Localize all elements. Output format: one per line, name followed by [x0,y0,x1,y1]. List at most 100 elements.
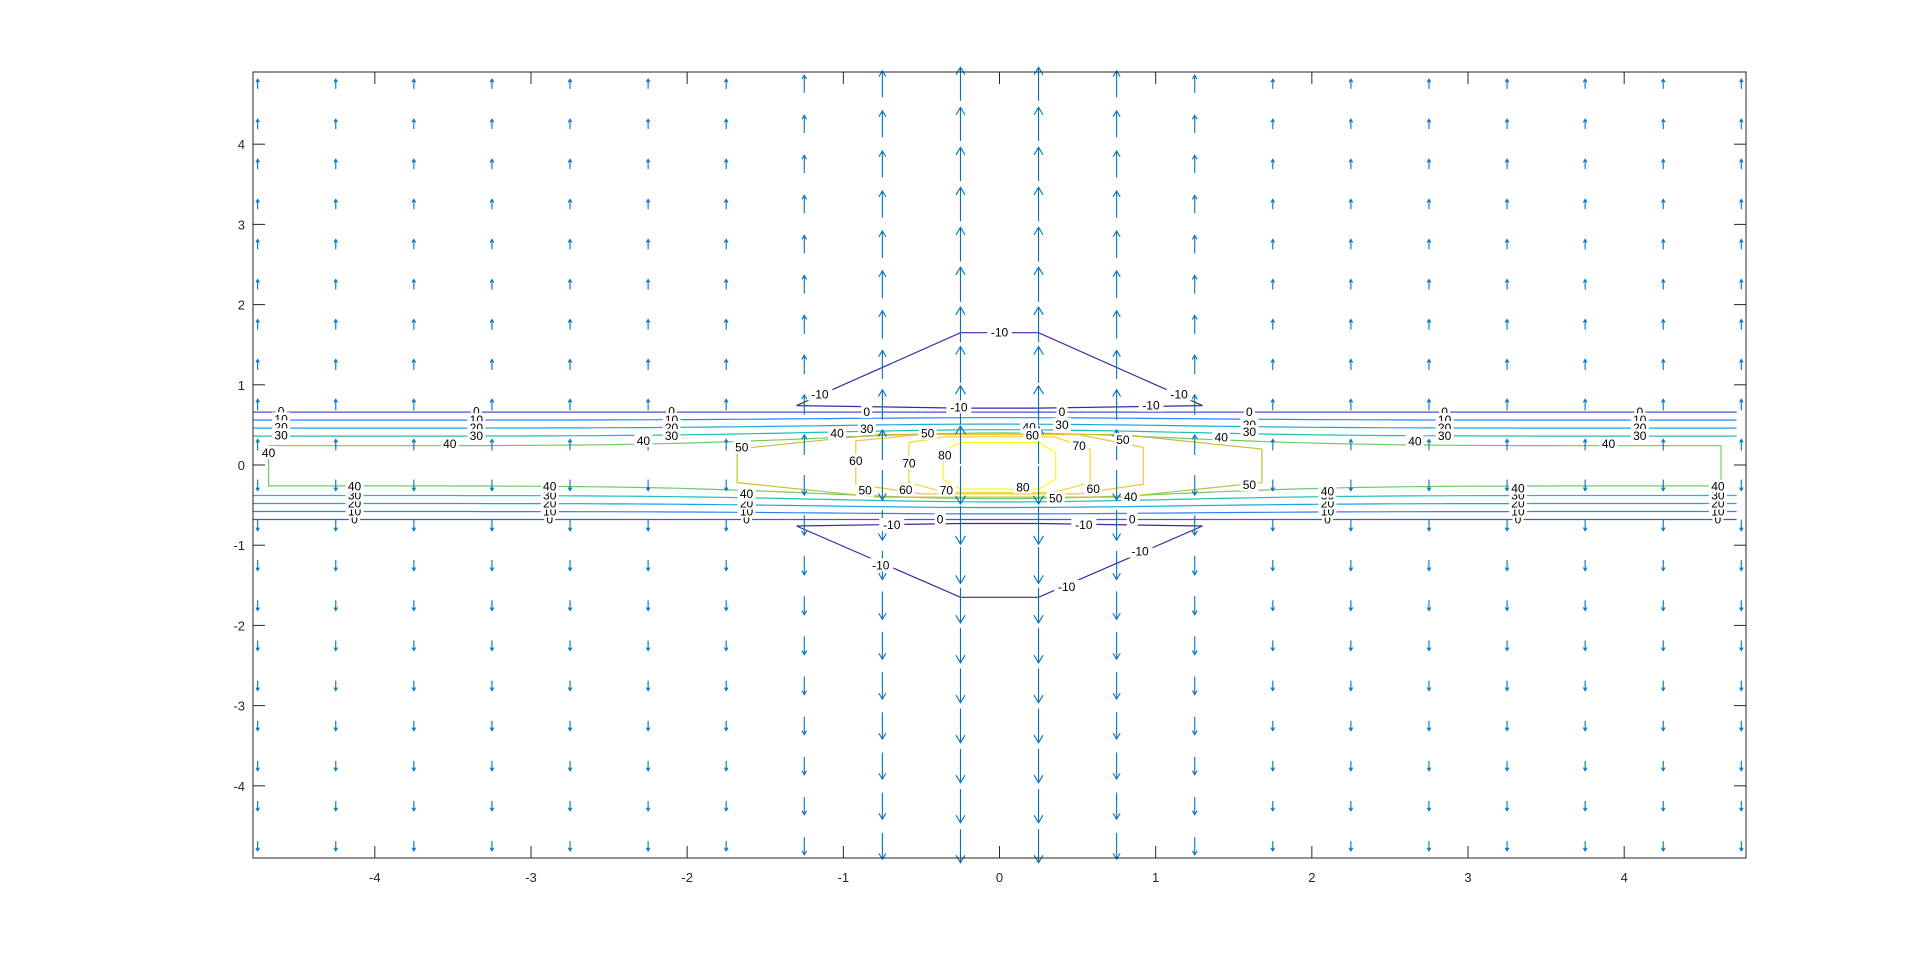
quiver-arrow [1660,680,1666,692]
quiver-arrow [411,318,417,330]
quiver-arrow [1191,515,1198,537]
arrow-head [645,78,651,83]
contour-label: 0 [1441,405,1448,419]
arrow-head [1270,238,1276,243]
contour-label-bg [1712,512,1724,526]
contour-label: 50 [921,427,935,441]
arrow-head [411,238,417,243]
arrow-head [1504,847,1510,852]
quiver-arrow [411,118,417,129]
arrow-head [723,78,729,83]
quiver-arrow [411,438,417,451]
quiver-arrow [1582,278,1588,290]
arrow-head [333,158,339,163]
arrow-head [801,850,808,856]
quiver-arrow [567,358,573,370]
arrow-head [411,847,417,852]
arrow-head [1426,687,1432,692]
quiver-arrow [723,78,729,89]
arrow-head [567,78,573,83]
contour-label-bg [937,483,956,497]
arrow-head [489,238,495,243]
arrow-head [1660,607,1666,612]
arrow-head [1504,358,1510,363]
arrow-head [567,398,573,403]
arrow-head [333,767,339,772]
arrow-head [1270,438,1276,443]
contour-label-bg [1071,518,1097,532]
arrow-head [411,158,417,163]
contour-label-bg [1023,428,1042,442]
arrow-head [1739,487,1744,492]
arrow-head [723,527,729,532]
arrow-head [1426,78,1432,83]
arrow-head [1270,198,1276,203]
quiver-arrow [801,274,808,294]
quiver-arrow [489,158,495,170]
quiver-arrow [1033,266,1044,302]
quiver-arrow [255,238,260,250]
arrow-head [1504,158,1510,163]
contour-line-10-upper [253,417,1737,421]
quiver-arrow [1033,789,1044,824]
contour-label-bg [857,421,876,435]
arrow-head [878,612,887,621]
arrow-head [1739,238,1744,243]
arrow-head [1033,694,1044,704]
quiver-arrow [1112,229,1121,258]
x-tick-label: -2 [681,870,693,885]
quiver-arrow [1191,475,1198,497]
quiver-arrow [1739,278,1744,290]
arrow-head [1033,186,1044,196]
contour-label-bg [1113,433,1132,447]
quiver-arrow [411,600,417,612]
quiver-arrow [567,318,573,330]
quiver-arrow [489,680,495,692]
quiver-arrow [411,680,417,692]
arrow-head [1348,807,1354,812]
y-tick-label: -1 [233,538,245,553]
arrow-head [1426,727,1432,732]
quiver-arrow [723,238,729,250]
arrow-head [801,194,808,200]
arrow-head [1348,318,1354,323]
arrow-head [955,305,966,316]
arrow-head [1348,487,1354,492]
arrow-head [255,527,260,532]
arrow-head [801,354,808,360]
quiver-arrow [1582,841,1588,852]
quiver-arrow [567,158,573,170]
contour-label-bg [741,512,753,526]
quiver-arrow [723,519,729,532]
contour-label: 40 [740,487,754,501]
arrow-head [1660,118,1666,123]
quiver-arrow [411,640,417,652]
quiver-arrow [955,708,966,744]
arrow-head [411,398,417,403]
arrow-head [333,358,339,363]
arrow-head [955,345,966,355]
contour-label: 40 [1215,431,1229,445]
contour-label: 40 [830,427,844,441]
arrow-head [1504,807,1510,812]
arrow-head [1739,527,1744,532]
quiver-arrow [645,841,651,852]
arrow-head [1348,238,1354,243]
arrow-head [411,318,417,323]
arrow-head [1660,78,1666,83]
arrow-head [1504,398,1510,403]
quiver-arrow [1191,194,1198,214]
arrow-head [1660,358,1666,363]
arrow-head [255,118,260,123]
quiver-arrow [1739,760,1744,772]
arrow-head [1504,687,1510,692]
quiver-arrow [333,519,339,532]
contour-label-bg [272,428,291,442]
arrow-head [1112,493,1122,502]
arrow-head [645,647,651,652]
quiver-arrow [333,358,339,370]
quiver-arrow [1270,640,1276,652]
arrow-head [878,652,887,661]
quiver-arrow [255,118,260,129]
quiver-arrow [489,720,495,732]
